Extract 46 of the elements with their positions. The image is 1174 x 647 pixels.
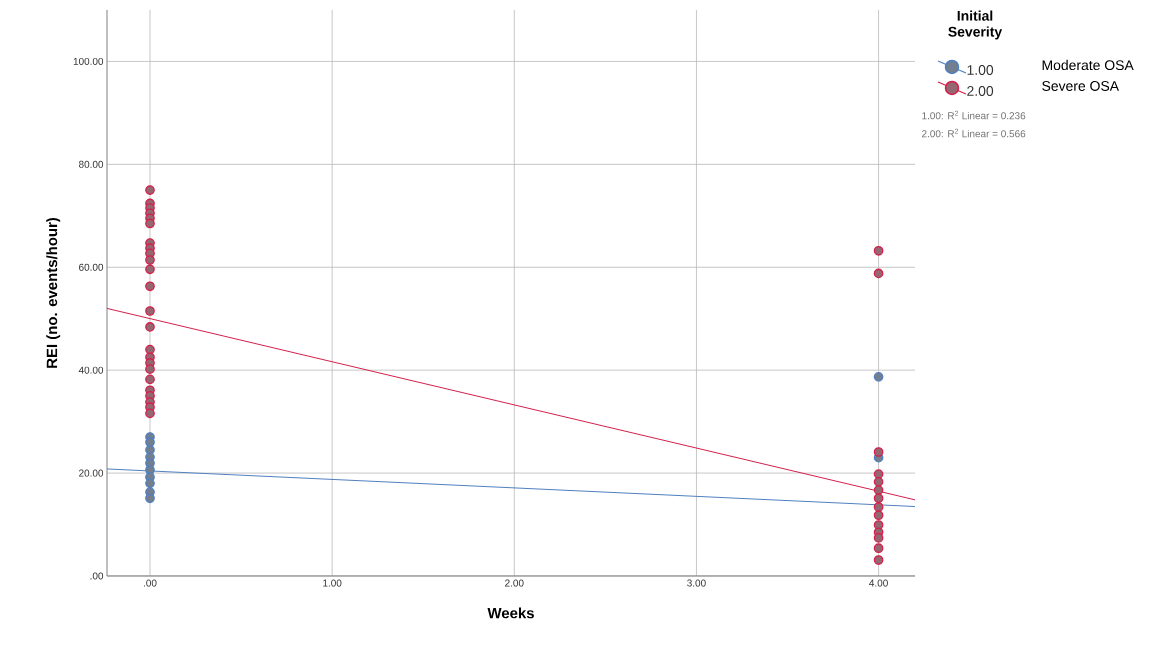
point xyxy=(873,447,884,457)
point xyxy=(873,245,884,256)
point xyxy=(873,372,884,382)
point xyxy=(145,322,155,332)
legend-label: 1.00 xyxy=(967,65,994,75)
y-axis-title: REI (no. events/hour) xyxy=(46,217,61,368)
x-tick-label: 4.00 xyxy=(869,579,888,587)
point xyxy=(873,476,884,487)
x-tick-label: .00 xyxy=(143,579,157,587)
legend-title: Initial Severity xyxy=(948,10,1003,40)
point xyxy=(873,502,884,512)
text: 1.00: R$^{2}$ Linear = 0.236 xyxy=(922,110,1026,120)
point xyxy=(873,485,884,495)
point xyxy=(145,374,155,385)
y-tick-label: 60.00 xyxy=(79,263,104,271)
y-tick-label: 100.00 xyxy=(73,57,104,65)
point xyxy=(145,264,155,275)
x-tick-label: 1.00 xyxy=(323,579,342,587)
legend-label: 2.00 xyxy=(967,86,994,96)
y-tick-label: 40.00 xyxy=(78,366,104,374)
point xyxy=(145,364,155,374)
text: 2.00: R$^{2}$ Linear = 0.566 xyxy=(922,128,1026,138)
point xyxy=(145,306,155,316)
point xyxy=(145,185,155,195)
text: Severe OSA xyxy=(1042,81,1120,91)
y-tick-label: .00 xyxy=(90,572,104,580)
point xyxy=(873,543,884,554)
point xyxy=(873,469,884,479)
text: Moderate OSA xyxy=(1042,59,1134,71)
point xyxy=(873,510,884,521)
point xyxy=(145,344,155,355)
x-tick-label: 3.00 xyxy=(687,579,706,587)
y-tick-label: 80.00 xyxy=(79,160,104,168)
x-tick-label: 2.00 xyxy=(505,579,524,587)
y-tick-label: 20.00 xyxy=(79,469,104,477)
point xyxy=(873,268,884,279)
point xyxy=(145,478,155,489)
point xyxy=(145,218,155,229)
point xyxy=(873,493,884,504)
x-axis-title: Weeks xyxy=(487,607,534,619)
point xyxy=(145,255,155,265)
point xyxy=(145,493,155,504)
point xyxy=(873,533,884,543)
point xyxy=(145,408,155,419)
point xyxy=(873,555,884,565)
point xyxy=(145,281,155,292)
